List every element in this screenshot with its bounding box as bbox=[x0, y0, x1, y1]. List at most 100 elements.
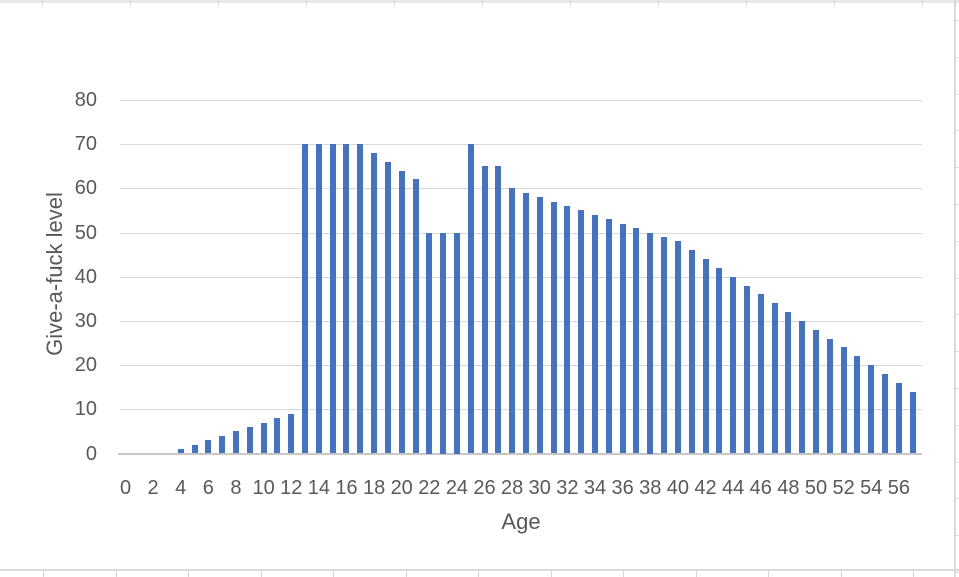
bar-age-18 bbox=[371, 152, 378, 454]
bar-age-57 bbox=[909, 391, 916, 454]
gridline-y70 bbox=[120, 144, 922, 146]
spreadsheet-row-tick-right bbox=[956, 94, 959, 95]
spreadsheet-row-tick-right bbox=[956, 20, 959, 21]
x-tick-label: 28 bbox=[501, 477, 524, 499]
bar-age-37 bbox=[633, 228, 640, 454]
spreadsheet-row-tick-right bbox=[956, 167, 959, 168]
spreadsheet-column-tick-bottom bbox=[696, 571, 697, 577]
bar-age-6 bbox=[205, 440, 212, 454]
spreadsheet-column-tick-top bbox=[130, 0, 131, 5]
x-tick-label: 40 bbox=[666, 477, 690, 499]
bar-age-13 bbox=[302, 144, 309, 454]
bar-age-43 bbox=[716, 267, 723, 454]
spreadsheet-column-tick-bottom bbox=[43, 571, 44, 577]
spreadsheet-row-tick-right bbox=[956, 498, 959, 499]
bar-age-16 bbox=[343, 144, 350, 454]
bar-age-22 bbox=[426, 232, 433, 454]
bar-age-15 bbox=[329, 144, 336, 454]
x-tick-label: 46 bbox=[749, 477, 772, 499]
bar-age-39 bbox=[661, 236, 668, 454]
bar-age-40 bbox=[674, 241, 681, 454]
spreadsheet-column-tick-bottom bbox=[406, 571, 407, 577]
spreadsheet-column-edge-right bbox=[954, 0, 956, 577]
spreadsheet-row-tick-right bbox=[956, 535, 959, 536]
bar-age-47 bbox=[771, 303, 778, 454]
bar-age-38 bbox=[647, 232, 654, 454]
bar-age-44 bbox=[730, 276, 737, 454]
bar-age-29 bbox=[522, 192, 529, 454]
spreadsheet-column-tick-top bbox=[922, 0, 923, 5]
spreadsheet-column-tick-top bbox=[658, 0, 659, 5]
x-tick-label: 42 bbox=[694, 477, 717, 499]
spreadsheet-column-tick-top bbox=[746, 0, 747, 5]
x-axis-title: Age bbox=[501, 509, 541, 534]
bar-age-27 bbox=[495, 166, 502, 454]
spreadsheet-column-tick-bottom bbox=[841, 571, 842, 577]
bar-age-30 bbox=[536, 197, 543, 454]
spreadsheet-column-tick-bottom bbox=[768, 571, 769, 577]
bar-age-36 bbox=[619, 223, 626, 454]
x-tick-label: 10 bbox=[252, 477, 275, 499]
y-axis-title: Give-a-fuck level bbox=[42, 192, 67, 356]
bar-age-7 bbox=[219, 435, 226, 454]
bar-age-55 bbox=[882, 373, 889, 454]
x-tick-label: 52 bbox=[832, 477, 855, 499]
x-tick-label: 12 bbox=[280, 477, 303, 499]
y-tick-label: 70 bbox=[74, 133, 97, 156]
spreadsheet-row-tick-right bbox=[956, 351, 959, 352]
bar-age-31 bbox=[550, 201, 557, 454]
x-tick-label: 24 bbox=[445, 477, 469, 499]
spreadsheet-column-tick-bottom bbox=[913, 571, 914, 577]
bar-age-21 bbox=[412, 179, 419, 454]
bar-age-8 bbox=[232, 431, 239, 454]
bar-age-34 bbox=[592, 214, 599, 454]
x-tick-label: 36 bbox=[611, 477, 634, 499]
spreadsheet-row-tick-right bbox=[956, 241, 959, 242]
bar-age-46 bbox=[757, 294, 764, 454]
spreadsheet-column-tick-bottom bbox=[116, 571, 117, 577]
bar-age-12 bbox=[288, 413, 295, 454]
spreadsheet-row-tick-right bbox=[956, 204, 959, 205]
gridline-y10 bbox=[120, 409, 922, 411]
y-tick-label: 40 bbox=[74, 265, 97, 288]
bar-age-42 bbox=[702, 259, 709, 454]
bar-age-5 bbox=[191, 444, 198, 454]
bar-age-23 bbox=[440, 232, 447, 454]
y-tick-label: 60 bbox=[74, 177, 97, 200]
x-tick-label: 44 bbox=[722, 477, 745, 499]
bar-age-28 bbox=[509, 188, 516, 454]
bar-age-19 bbox=[384, 161, 391, 454]
x-axis-line bbox=[118, 452, 922, 455]
gridline-y50 bbox=[120, 232, 922, 234]
y-tick-label: 0 bbox=[85, 442, 97, 465]
spreadsheet-column-tick-top bbox=[42, 0, 43, 5]
x-tick-label: 2 bbox=[147, 477, 159, 499]
gridline-y80 bbox=[120, 99, 922, 101]
spreadsheet-row-tick-right bbox=[956, 388, 959, 389]
x-tick-label: 30 bbox=[528, 477, 551, 499]
x-tick-label: 26 bbox=[473, 477, 496, 499]
spreadsheet-row-tick-right bbox=[956, 130, 959, 131]
gridline-y20 bbox=[120, 365, 922, 367]
spreadsheet-column-tick-bottom bbox=[188, 571, 189, 577]
x-tick-label: 20 bbox=[390, 477, 413, 499]
y-tick-label: 30 bbox=[74, 309, 97, 332]
x-tick-label: 32 bbox=[556, 477, 579, 499]
bar-age-45 bbox=[743, 285, 750, 454]
bar-age-33 bbox=[578, 210, 585, 454]
x-tick-label: 22 bbox=[418, 477, 441, 499]
spreadsheet-column-tick-top bbox=[834, 0, 835, 5]
bar-age-20 bbox=[398, 170, 405, 454]
gridline-y40 bbox=[120, 276, 922, 278]
spreadsheet-column-tick-top bbox=[394, 0, 395, 5]
x-tick-label: 6 bbox=[202, 477, 214, 499]
bar-age-56 bbox=[895, 382, 902, 454]
bar-age-4 bbox=[177, 449, 184, 454]
spreadsheet-column-tick-top bbox=[570, 0, 571, 5]
bar-age-50 bbox=[813, 329, 819, 454]
bar-age-51 bbox=[826, 338, 833, 454]
spreadsheet-row-tick-right bbox=[956, 425, 959, 426]
x-tick-label: 56 bbox=[887, 477, 910, 499]
gridline-y30 bbox=[120, 320, 922, 322]
bar-age-24 bbox=[453, 232, 460, 454]
